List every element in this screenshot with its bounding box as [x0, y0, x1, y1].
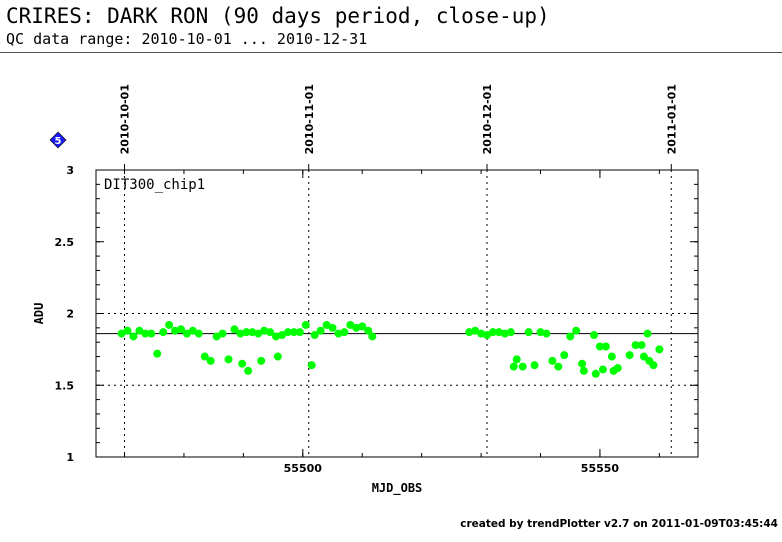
data-point — [316, 326, 325, 335]
data-point — [591, 369, 600, 378]
data-point — [566, 332, 575, 341]
data-point — [595, 342, 604, 351]
data-point — [509, 362, 518, 371]
data-point — [254, 329, 263, 338]
data-point — [368, 332, 377, 341]
data-point — [141, 329, 150, 338]
y-tick-label-2: 2 — [66, 308, 74, 321]
data-point — [530, 361, 539, 370]
data-point — [182, 329, 191, 338]
date-marker-label-2: 2010-12-01 — [481, 84, 494, 154]
data-point — [295, 328, 304, 337]
date-marker-label-3: 2011-01-01 — [665, 84, 678, 154]
date-marker-label-1: 2010-11-01 — [303, 84, 316, 154]
data-point — [206, 356, 215, 365]
data-point — [512, 355, 521, 364]
plot-area: 2010-10-01 2010-11-01 2010-12-01 2011-01-01… — [32, 84, 699, 496]
y-tick-label-1: 1.5 — [55, 379, 75, 392]
data-point — [601, 342, 610, 351]
data-point — [364, 326, 373, 335]
y-tick-label-3: 2.5 — [55, 236, 75, 249]
data-point — [322, 320, 331, 329]
page-subtitle: QC data range: 2010-10-01 ... 2010-12-31 — [6, 30, 368, 48]
data-point — [218, 329, 227, 338]
y-tick-label-0: 1 — [66, 451, 74, 464]
data-point — [230, 325, 239, 334]
data-point — [631, 341, 640, 350]
data-point — [613, 364, 622, 373]
data-point — [590, 331, 599, 340]
panel-label: DIT300_chip1 — [104, 177, 205, 193]
data-point — [560, 351, 569, 360]
footer-credit: created by trendPlotter v2.7 on 2011-01-… — [460, 518, 778, 530]
data-point — [176, 325, 185, 334]
data-point — [518, 362, 527, 371]
x-tick-label-0: 55500 — [284, 462, 323, 475]
x-tick-label-1: 55550 — [581, 462, 620, 475]
data-point — [579, 366, 588, 375]
data-point — [117, 329, 126, 338]
date-marker-label-0: 2010-10-01 — [119, 84, 132, 154]
data-point — [301, 320, 310, 329]
data-point — [346, 320, 355, 329]
data-point — [266, 328, 275, 337]
data-point — [524, 328, 533, 337]
data-point — [358, 322, 367, 331]
data-point — [194, 329, 203, 338]
data-point — [307, 361, 316, 370]
header-divider — [0, 52, 782, 53]
data-point — [542, 329, 551, 338]
data-point — [483, 331, 492, 340]
data-point — [278, 331, 287, 340]
data-point — [224, 355, 233, 364]
plot-marker-label: 5 — [55, 136, 62, 147]
data-point — [506, 328, 515, 337]
data-point — [578, 359, 587, 368]
data-point — [188, 326, 197, 335]
data-point — [289, 328, 298, 337]
data-point — [572, 326, 581, 335]
data-point — [328, 323, 337, 332]
data-point — [554, 362, 563, 371]
data-point — [625, 351, 634, 360]
data-point — [637, 341, 646, 350]
data-point — [212, 332, 221, 341]
x-axis-title: MJD_OBS — [372, 481, 423, 496]
data-point — [135, 326, 144, 335]
data-point — [244, 366, 253, 375]
data-point — [159, 328, 168, 337]
data-point — [273, 352, 282, 361]
data-point — [200, 352, 209, 361]
data-point — [283, 328, 292, 337]
data-point — [488, 328, 497, 337]
data-point — [471, 326, 480, 335]
data-point — [165, 320, 174, 329]
y-axis-title: ADU — [32, 303, 46, 325]
data-point — [242, 328, 251, 337]
data-point — [340, 328, 349, 337]
data-point — [153, 349, 162, 358]
data-point — [238, 359, 247, 368]
y-tick-label-4: 3 — [66, 164, 74, 177]
data-point — [257, 356, 266, 365]
data-point — [548, 356, 557, 365]
data-point — [655, 345, 664, 354]
data-point — [598, 365, 607, 374]
data-point — [643, 329, 652, 338]
data-point — [639, 352, 648, 361]
data-point — [147, 329, 156, 338]
data-point — [129, 332, 138, 341]
data-point — [310, 331, 319, 340]
data-point — [607, 352, 616, 361]
plot-marker-diamond[interactable]: 5 — [49, 131, 67, 149]
data-point — [649, 361, 658, 370]
page-title: CRIRES: DARK RON (90 days period, close-… — [6, 4, 550, 28]
data-point — [123, 326, 132, 335]
